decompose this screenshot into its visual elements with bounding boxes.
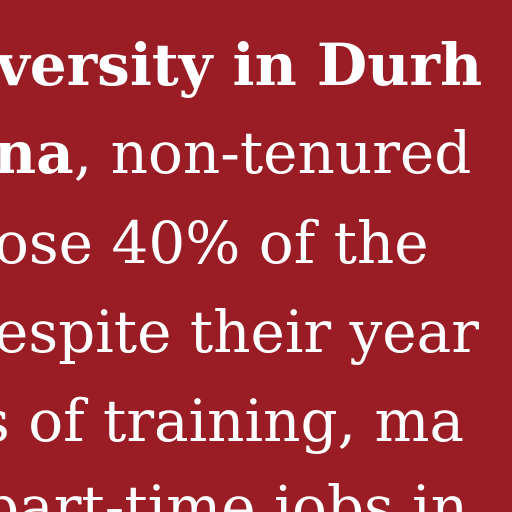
bold-text: na — [0, 119, 74, 187]
regular-text: part-time jobs in — [0, 473, 469, 512]
text-line-2: na, non-tenured — [0, 124, 471, 182]
text-line-3: ose 40% of the — [0, 214, 429, 272]
text-line-5: s of training, ma — [0, 392, 464, 450]
regular-text: s of training, ma — [0, 387, 465, 455]
text-line-6: part-time jobs in — [0, 478, 468, 512]
regular-text: , non-tenured — [73, 119, 472, 187]
text-line-1: versity in Durh — [0, 36, 482, 94]
regular-text: espite their year — [0, 298, 479, 366]
text-line-4: espite their year — [0, 303, 479, 361]
bold-text: versity in Durh — [0, 31, 483, 99]
regular-text: ose 40% of the — [0, 209, 429, 277]
